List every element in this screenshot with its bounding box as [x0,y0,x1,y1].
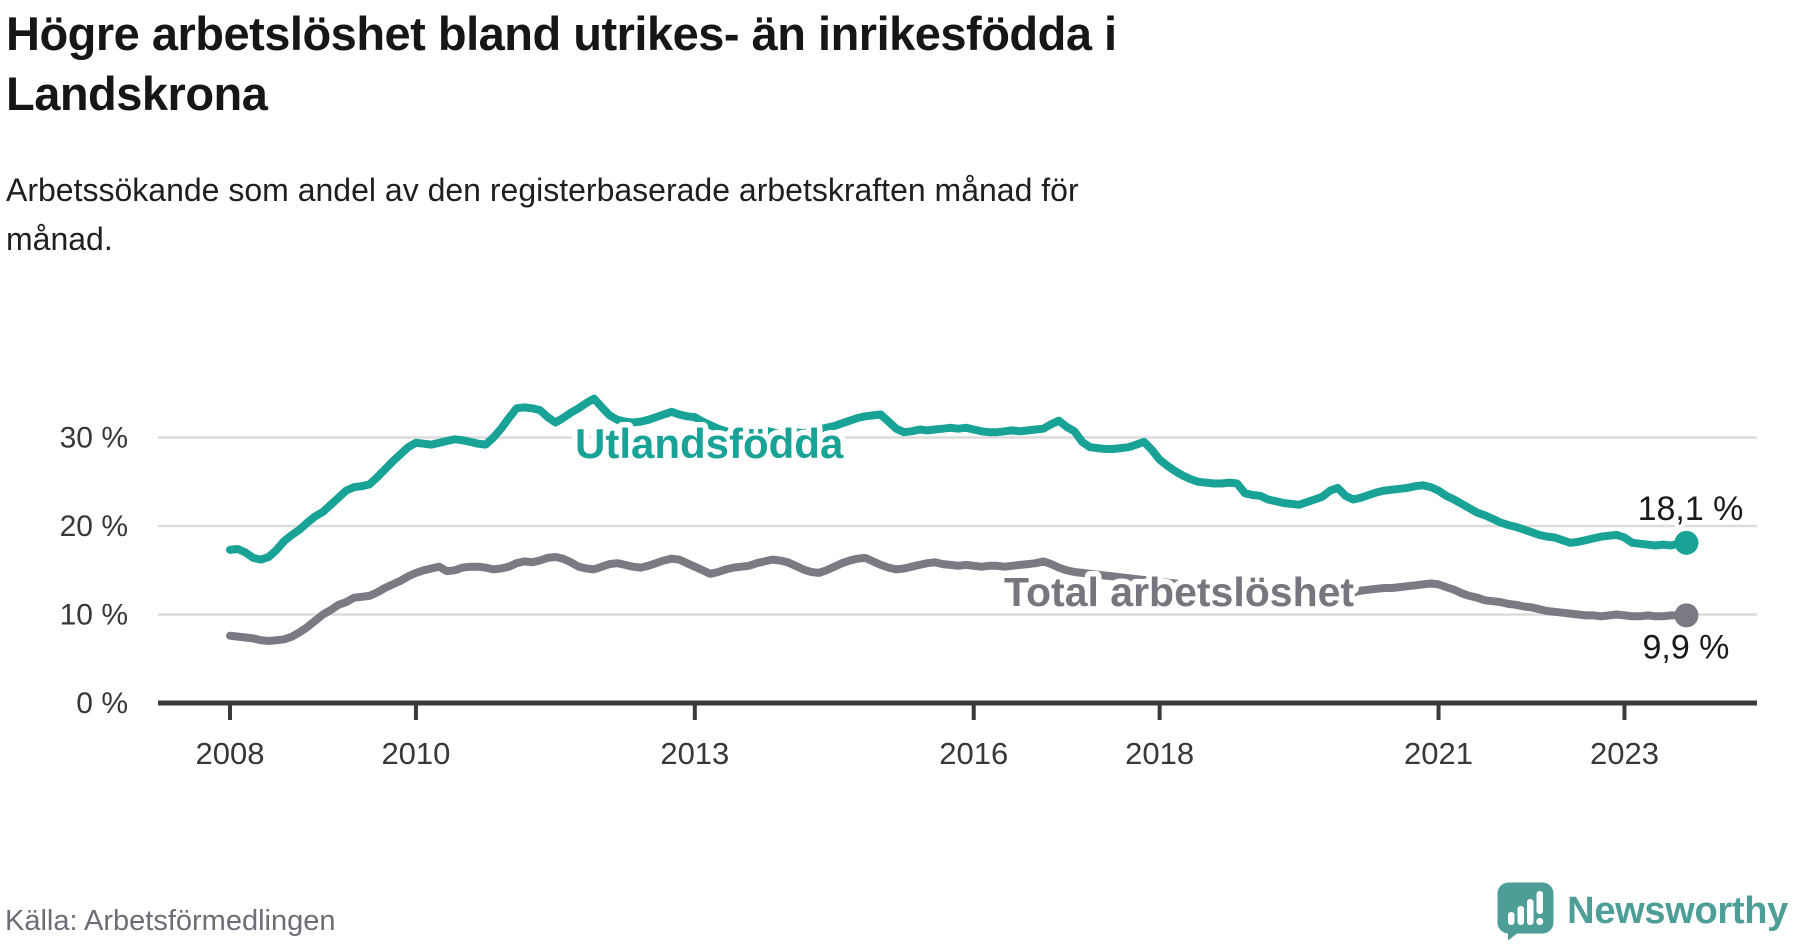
x-tick-label-2018: 2018 [1125,736,1194,771]
end-value-label-utlandsfodda: 18,1 % [1638,490,1744,528]
series-line-total [226,553,1691,645]
x-tick-label-2023: 2023 [1590,736,1659,771]
y-tick-label-20: 20 % [60,510,128,543]
x-tick-label-2008: 2008 [196,736,265,771]
y-tick-label-30: 30 % [60,422,128,455]
x-tick-label-2010: 2010 [381,736,450,771]
chart-subtitle: Arbetssökande som andel av den registerb… [6,172,1079,257]
source-note: Källa: Arbetsförmedlingen [5,905,336,937]
brand-logo: Newsworthy [1497,882,1788,941]
y-tick-label-0: 0 % [76,687,128,720]
x-tick-label-2016: 2016 [939,736,1008,771]
end-dot-total [1674,603,1699,628]
series-line-utlandsfodda [226,394,1691,564]
x-tick-label-2013: 2013 [660,736,729,771]
x-tick-label-2021: 2021 [1404,736,1473,771]
newsworthy-speech-bubble-chart-icon [1497,882,1554,941]
page-title: Högre arbetslöshet bland utrikes- än inr… [6,7,1117,120]
brand-name: Newsworthy [1567,890,1788,932]
series-label-total: Total arbetslöshet [1004,569,1354,615]
end-value-label-total: 9,9 % [1642,628,1729,666]
y-tick-label-10: 10 % [60,599,128,632]
series-label-utlandsfodda: Utlandsfödda [575,420,844,467]
end-dot-utlandsfodda [1674,530,1699,555]
